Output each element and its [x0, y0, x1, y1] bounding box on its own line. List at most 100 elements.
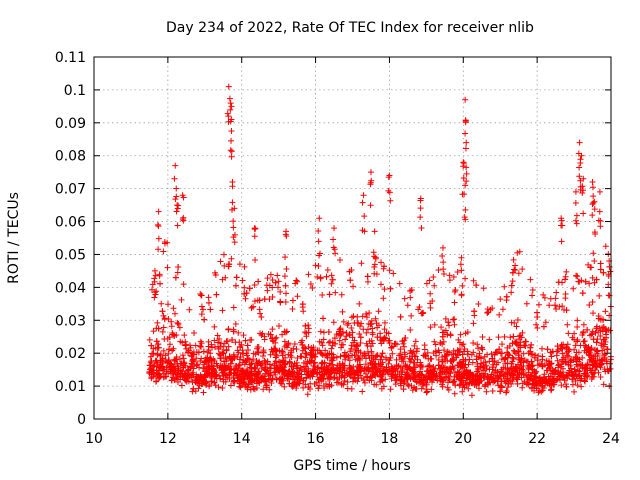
data-point: [579, 354, 586, 361]
data-point: [227, 360, 234, 367]
data-point: [427, 300, 434, 307]
data-point: [449, 379, 456, 386]
data-point: [244, 357, 251, 364]
data-point: [347, 364, 354, 371]
data-point: [318, 350, 325, 357]
data-point: [562, 358, 569, 365]
data-point: [588, 331, 595, 338]
data-point: [321, 384, 328, 391]
data-point: [529, 380, 536, 387]
data-point: [404, 381, 411, 388]
data-point: [574, 317, 581, 324]
data-point: [558, 345, 565, 352]
data-point: [495, 375, 502, 382]
data-point: [255, 349, 262, 356]
data-point: [280, 377, 287, 384]
data-point: [164, 335, 171, 342]
data-point: [423, 280, 430, 287]
data-point: [481, 353, 488, 360]
data-point: [417, 197, 424, 204]
data-point: [293, 381, 300, 388]
data-point: [251, 282, 258, 289]
data-point: [587, 351, 594, 358]
data-point: [397, 313, 404, 320]
data-point: [314, 364, 321, 371]
data-point: [525, 369, 532, 376]
data-point: [336, 360, 343, 367]
data-point: [200, 365, 207, 372]
data-point: [591, 257, 598, 264]
data-point: [504, 370, 511, 377]
data-point: [366, 354, 373, 361]
data-point: [578, 383, 585, 390]
data-point: [597, 266, 604, 273]
data-point: [300, 359, 307, 366]
data-point: [231, 377, 238, 384]
data-point: [302, 329, 309, 336]
data-point: [246, 285, 253, 292]
data-point: [148, 342, 155, 349]
data-point: [400, 386, 407, 393]
data-point: [350, 313, 357, 320]
data-point: [305, 384, 312, 391]
data-point: [311, 359, 318, 366]
data-point: [607, 365, 614, 372]
data-point: [522, 342, 529, 349]
data-point: [222, 274, 229, 281]
data-point: [381, 263, 388, 270]
data-point: [337, 257, 344, 264]
data-point: [346, 268, 353, 275]
data-point: [588, 345, 595, 352]
data-point: [510, 333, 517, 340]
data-point: [591, 206, 598, 213]
data-point: [602, 368, 609, 375]
data-point: [161, 240, 168, 247]
data-point: [584, 326, 591, 333]
data-point: [155, 341, 162, 348]
data-point: [507, 376, 514, 383]
data-point: [411, 342, 418, 349]
data-point: [343, 333, 350, 340]
data-point: [216, 335, 223, 342]
data-point: [162, 352, 169, 359]
data-point: [574, 382, 581, 389]
data-point: [596, 188, 603, 195]
data-point: [524, 374, 531, 381]
data-point: [511, 319, 518, 326]
data-point: [501, 333, 508, 340]
data-point: [267, 372, 274, 379]
data-point: [437, 365, 444, 372]
data-point: [274, 364, 281, 371]
data-point: [190, 385, 197, 392]
data-point: [267, 271, 274, 278]
data-point: [463, 164, 470, 171]
data-point: [478, 344, 485, 351]
data-point: [166, 346, 173, 353]
data-point: [366, 310, 373, 317]
data-point: [233, 365, 240, 372]
data-point: [258, 314, 265, 321]
data-point: [228, 153, 235, 160]
data-point: [479, 334, 486, 341]
data-point: [158, 357, 165, 364]
plot-frame: [93, 56, 612, 420]
data-point: [417, 214, 424, 221]
data-point: [567, 357, 574, 364]
data-point: [305, 322, 312, 329]
data-point: [480, 359, 487, 366]
data-point: [299, 341, 306, 348]
data-point: [572, 342, 579, 349]
data-point: [222, 378, 229, 385]
data-point: [236, 380, 243, 387]
data-point: [194, 380, 201, 387]
data-point: [346, 366, 353, 373]
data-point: [174, 202, 181, 209]
data-point: [474, 368, 481, 375]
data-point: [372, 315, 379, 322]
data-point: [278, 380, 285, 387]
data-point: [316, 382, 323, 389]
data-point: [276, 376, 283, 383]
data-point: [448, 366, 455, 373]
data-point: [172, 274, 179, 281]
data-point: [150, 345, 157, 352]
